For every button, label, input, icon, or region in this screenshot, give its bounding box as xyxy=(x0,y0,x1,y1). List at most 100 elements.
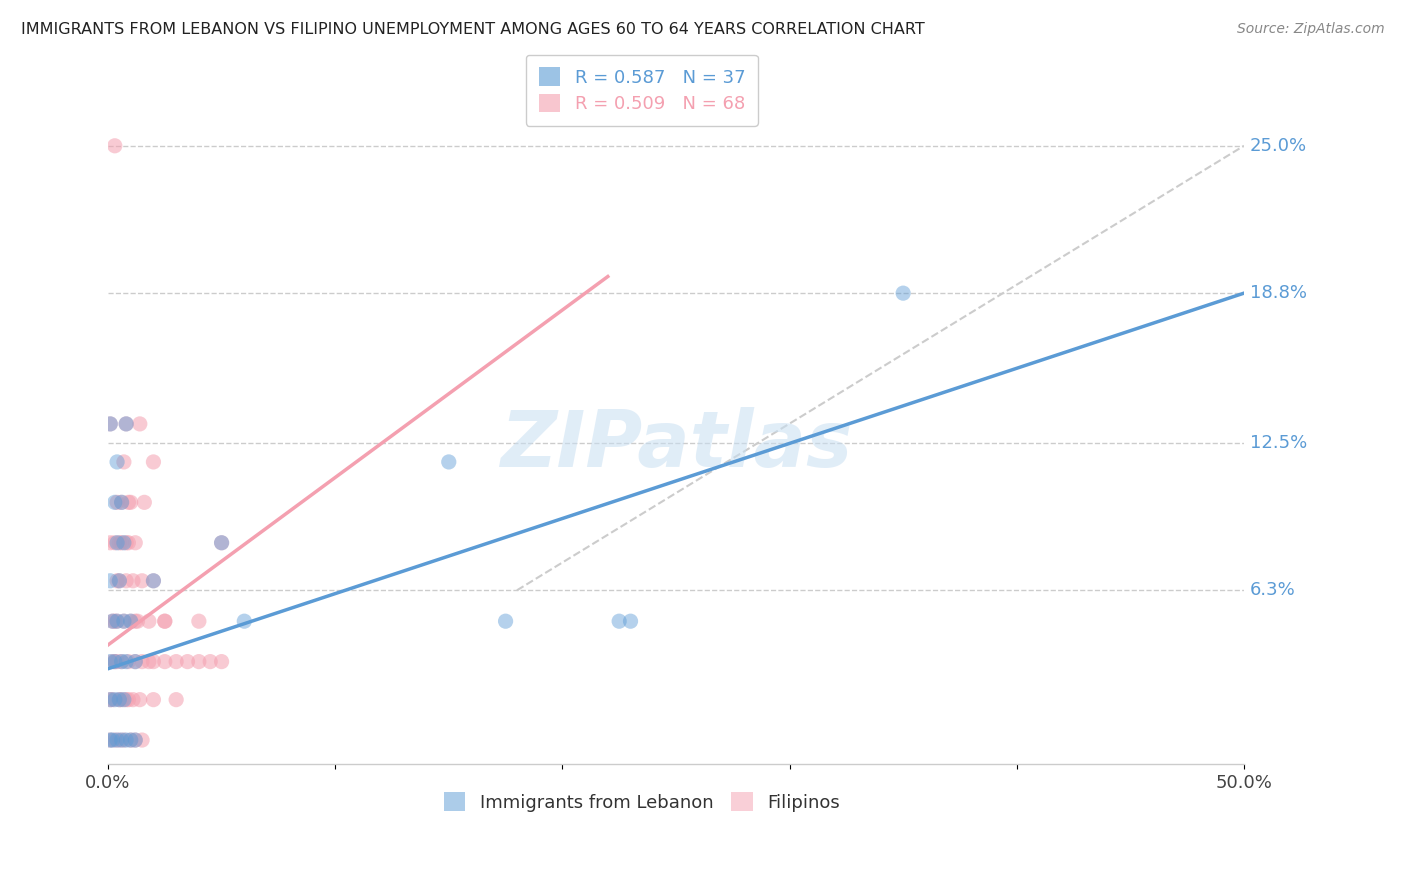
Point xyxy=(110,733,132,747)
Point xyxy=(134,495,156,509)
Point xyxy=(98,733,121,747)
Point xyxy=(211,655,233,669)
Point xyxy=(112,614,135,628)
Point xyxy=(115,417,138,431)
Point xyxy=(112,692,135,706)
Point xyxy=(98,692,121,706)
Point xyxy=(105,733,128,747)
Point xyxy=(142,655,165,669)
Text: Source: ZipAtlas.com: Source: ZipAtlas.com xyxy=(1237,22,1385,37)
Point xyxy=(138,614,160,628)
Point xyxy=(105,495,128,509)
Point xyxy=(117,535,139,549)
Point xyxy=(120,495,142,509)
Point xyxy=(101,614,124,628)
Point xyxy=(108,692,131,706)
Point xyxy=(105,655,128,669)
Point xyxy=(153,655,176,669)
Point xyxy=(176,655,198,669)
Point xyxy=(211,535,233,549)
Point xyxy=(104,692,127,706)
Point xyxy=(124,733,146,747)
Point xyxy=(117,692,139,706)
Point xyxy=(165,655,187,669)
Point xyxy=(115,574,138,588)
Point xyxy=(124,655,146,669)
Point xyxy=(108,733,131,747)
Point xyxy=(142,574,165,588)
Point xyxy=(128,417,150,431)
Point xyxy=(115,692,138,706)
Point xyxy=(233,614,256,628)
Point xyxy=(142,574,165,588)
Point xyxy=(142,455,165,469)
Point xyxy=(120,614,142,628)
Point xyxy=(138,655,160,669)
Point xyxy=(124,733,146,747)
Point xyxy=(98,574,121,588)
Point xyxy=(110,655,132,669)
Point xyxy=(108,692,131,706)
Point xyxy=(104,655,127,669)
Point xyxy=(165,692,187,706)
Point xyxy=(115,535,138,549)
Point xyxy=(101,614,124,628)
Point xyxy=(98,655,121,669)
Point xyxy=(98,692,121,706)
Point xyxy=(187,614,209,628)
Point xyxy=(104,614,127,628)
Point xyxy=(115,733,138,747)
Point xyxy=(607,614,630,628)
Point xyxy=(211,535,233,549)
Point xyxy=(112,455,135,469)
Point xyxy=(112,614,135,628)
Point xyxy=(120,614,142,628)
Point xyxy=(619,614,641,628)
Point xyxy=(108,574,131,588)
Point xyxy=(127,614,149,628)
Point xyxy=(108,574,131,588)
Point xyxy=(110,495,132,509)
Point xyxy=(122,692,145,706)
Point xyxy=(120,733,142,747)
Point xyxy=(110,692,132,706)
Point xyxy=(101,733,124,747)
Text: 12.5%: 12.5% xyxy=(1250,434,1306,452)
Point xyxy=(117,495,139,509)
Point xyxy=(104,495,127,509)
Point xyxy=(101,692,124,706)
Point xyxy=(495,614,517,628)
Point xyxy=(153,614,176,628)
Point xyxy=(110,655,132,669)
Point xyxy=(98,733,121,747)
Point xyxy=(108,535,131,549)
Point xyxy=(105,614,128,628)
Point xyxy=(131,733,153,747)
Point xyxy=(110,535,132,549)
Point xyxy=(105,614,128,628)
Point xyxy=(437,455,460,469)
Point xyxy=(153,614,176,628)
Point xyxy=(98,417,121,431)
Point xyxy=(200,655,222,669)
Point xyxy=(105,455,128,469)
Point xyxy=(104,655,127,669)
Point xyxy=(110,495,132,509)
Point xyxy=(112,733,135,747)
Text: 25.0%: 25.0% xyxy=(1250,136,1306,155)
Legend: Immigrants from Lebanon, Filipinos: Immigrants from Lebanon, Filipinos xyxy=(433,781,851,822)
Point xyxy=(104,733,127,747)
Point xyxy=(122,574,145,588)
Point xyxy=(98,535,121,549)
Point xyxy=(124,535,146,549)
Point xyxy=(117,655,139,669)
Text: IMMIGRANTS FROM LEBANON VS FILIPINO UNEMPLOYMENT AMONG AGES 60 TO 64 YEARS CORRE: IMMIGRANTS FROM LEBANON VS FILIPINO UNEM… xyxy=(21,22,925,37)
Point xyxy=(112,535,135,549)
Point xyxy=(105,574,128,588)
Point xyxy=(120,733,142,747)
Point xyxy=(101,655,124,669)
Point xyxy=(187,655,209,669)
Point xyxy=(115,417,138,431)
Text: ZIPatlas: ZIPatlas xyxy=(501,408,852,483)
Point xyxy=(131,655,153,669)
